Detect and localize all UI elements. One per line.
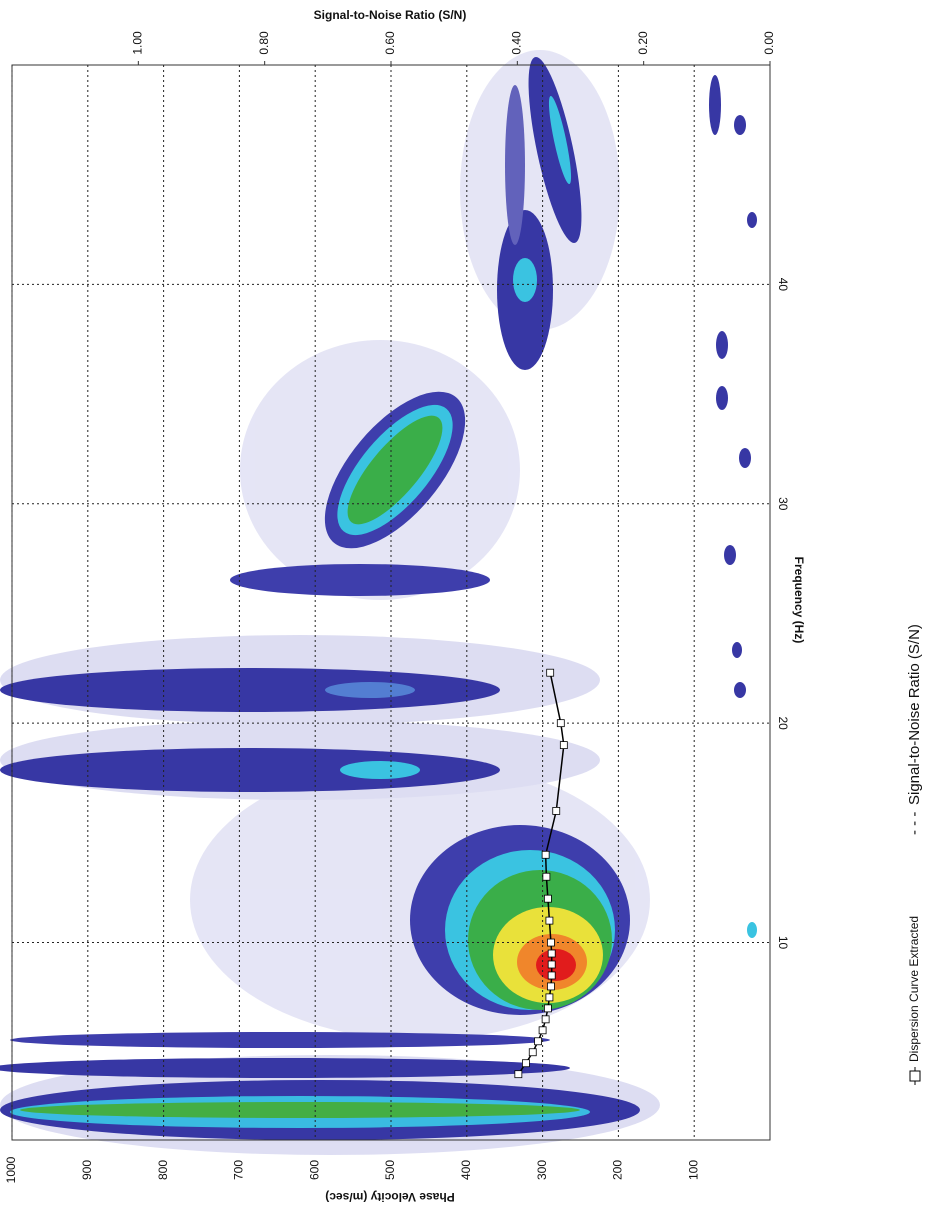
dispersion-point [515, 1071, 522, 1078]
y-tick-label: 900 [80, 1160, 94, 1180]
y2-tick-label: 1.00 [131, 31, 145, 55]
x-tick-label: 10 [776, 936, 790, 950]
dispersion-point [547, 983, 554, 990]
dispersion-point [529, 1049, 536, 1056]
y-tick-label: 400 [459, 1160, 473, 1180]
dispersion-point [553, 807, 560, 814]
dispersion-point [548, 972, 555, 979]
dispersion-image [0, 50, 757, 1155]
chart-title: Signal-to-Noise Ratio (S/N) [314, 8, 467, 22]
y2-tick-label: 0.20 [636, 31, 650, 55]
dispersion-point [548, 961, 555, 968]
dispersion-point [535, 1038, 542, 1045]
y-tick-label: 200 [611, 1160, 625, 1180]
dispersion-point [548, 950, 555, 957]
y-tick-label: 500 [383, 1160, 397, 1180]
legend-marker [910, 1071, 920, 1081]
chart: Signal-to-Noise Ratio (S/N) Frequency (H… [0, 0, 929, 1214]
x-tick-label: 30 [776, 497, 790, 511]
legend-entry: Signal-to-Noise Ratio (S/N) [906, 624, 923, 805]
dispersion-point [547, 939, 554, 946]
dispersion-point [542, 851, 549, 858]
dispersion-point [560, 742, 567, 749]
dispersion-point [546, 994, 553, 1001]
legend-entry: Dispersion Curve Extracted [907, 916, 921, 1062]
legend-separator: - - - [906, 812, 923, 835]
dispersion-point [539, 1027, 546, 1034]
y2-tick-label: 0.60 [383, 31, 397, 55]
x-tick-label: 40 [776, 278, 790, 292]
dispersion-point [522, 1060, 529, 1067]
y-tick-label: 1000 [4, 1156, 18, 1183]
y2-tick-label: 0.80 [257, 31, 271, 55]
x-tick-label: 20 [776, 716, 790, 730]
y2-tick-label: 0.40 [510, 31, 524, 55]
dispersion-point [546, 917, 553, 924]
y-axis-title: Phase Velocity (m/sec) [325, 1190, 454, 1204]
y-tick-label: 700 [232, 1160, 246, 1180]
y-tick-label: 600 [307, 1160, 321, 1180]
dispersion-point [543, 873, 550, 880]
x-axis-title: Frequency (Hz) [792, 557, 806, 644]
y-tick-label: 800 [156, 1160, 170, 1180]
dispersion-point [542, 1016, 549, 1023]
y2-tick-label: 0.00 [762, 31, 776, 55]
y-tick-label: 300 [535, 1160, 549, 1180]
dispersion-point [547, 669, 554, 676]
dispersion-point [544, 895, 551, 902]
dispersion-point [544, 1005, 551, 1012]
dispersion-point [557, 720, 564, 727]
y-tick-label: 100 [686, 1160, 700, 1180]
legend: Dispersion Curve Extracted - - - Signal-… [906, 624, 923, 1085]
